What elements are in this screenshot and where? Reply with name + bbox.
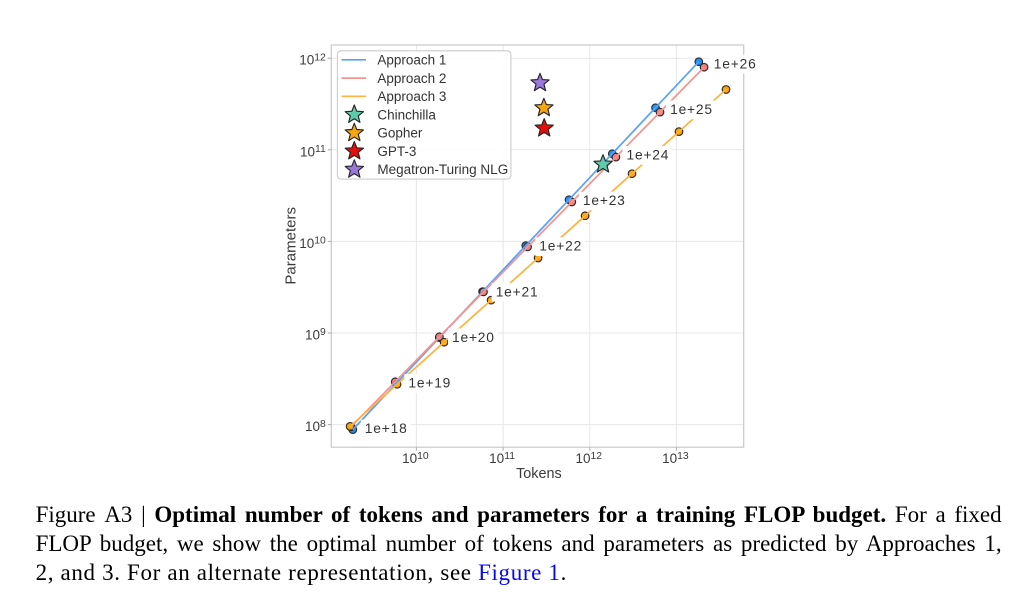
svg-text:Tokens: Tokens bbox=[516, 466, 562, 482]
svg-text:1e+25: 1e+25 bbox=[670, 102, 713, 117]
svg-text:Parameters: Parameters bbox=[283, 207, 300, 285]
svg-text:Megatron-Turing NLG: Megatron-Turing NLG bbox=[377, 162, 508, 177]
svg-text:1e+19: 1e+19 bbox=[408, 376, 451, 391]
svg-text:1010: 1010 bbox=[402, 451, 429, 466]
svg-text:1e+20: 1e+20 bbox=[452, 330, 495, 345]
svg-text:1e+24: 1e+24 bbox=[627, 148, 670, 163]
svg-text:1012: 1012 bbox=[299, 52, 326, 67]
svg-text:Gopher: Gopher bbox=[377, 126, 423, 141]
svg-text:Chinchilla: Chinchilla bbox=[377, 107, 436, 122]
svg-text:1e+21: 1e+21 bbox=[496, 284, 539, 299]
svg-text:1010: 1010 bbox=[299, 236, 326, 251]
svg-text:1011: 1011 bbox=[300, 144, 326, 159]
svg-text:Approach 3: Approach 3 bbox=[377, 89, 446, 104]
svg-text:1e+23: 1e+23 bbox=[583, 193, 626, 208]
svg-text:108: 108 bbox=[305, 419, 326, 434]
svg-text:1011: 1011 bbox=[489, 451, 515, 466]
svg-text:109: 109 bbox=[305, 327, 326, 342]
svg-text:1e+22: 1e+22 bbox=[539, 239, 582, 254]
svg-text:1e+26: 1e+26 bbox=[714, 56, 757, 71]
svg-text:Approach 2: Approach 2 bbox=[377, 71, 446, 86]
svg-text:1e+18: 1e+18 bbox=[365, 421, 408, 436]
svg-text:Approach 1: Approach 1 bbox=[377, 53, 446, 68]
svg-text:1012: 1012 bbox=[576, 451, 603, 466]
svg-text:1013: 1013 bbox=[662, 451, 689, 466]
svg-text:GPT-3: GPT-3 bbox=[377, 144, 416, 159]
